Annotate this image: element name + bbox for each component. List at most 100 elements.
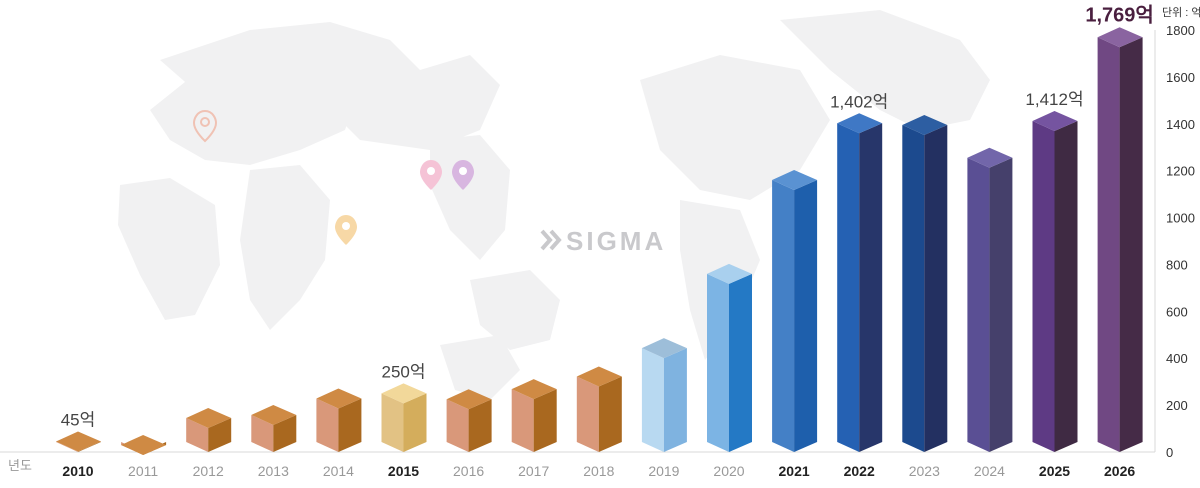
world-map-background — [118, 10, 990, 400]
bar-top-face — [251, 404, 297, 425]
bar-2025 — [1032, 110, 1078, 452]
y-tick-1600: 1600 — [1166, 70, 1195, 85]
bar-front-face — [511, 389, 534, 452]
bar-top-face — [837, 113, 883, 134]
bar-top-face — [511, 379, 557, 400]
x-tick-2024: 2024 — [974, 463, 1005, 479]
y-tick-600: 600 — [1166, 304, 1188, 319]
bar-top-face — [121, 434, 167, 455]
x-tick-2012: 2012 — [193, 463, 224, 479]
map-pin-icon — [452, 160, 474, 190]
x-tick-2017: 2017 — [518, 463, 549, 479]
bar-top-face — [1097, 27, 1143, 48]
bar-2022 — [837, 113, 883, 452]
bar-2011 — [121, 434, 167, 455]
y-tick-1000: 1000 — [1166, 211, 1195, 226]
bar-top-face — [707, 263, 752, 284]
bar-2013 — [251, 404, 297, 452]
y-tick-800: 800 — [1166, 257, 1188, 272]
bar-front-face — [902, 124, 925, 452]
bar-front-face — [576, 376, 599, 452]
bar-front-face — [707, 273, 729, 452]
x-tick-2013: 2013 — [258, 463, 289, 479]
bar-top-face — [772, 170, 818, 191]
bar-top-face — [967, 147, 1013, 168]
bar-top-face — [641, 338, 687, 359]
y-tick-0: 0 — [1166, 445, 1173, 460]
bar-2014 — [316, 388, 362, 452]
x-tick-2014: 2014 — [323, 463, 354, 479]
data-labels: 45억 250억 1,402억 1,412억 1,769억 — [61, 3, 1154, 429]
bar-front-face — [446, 399, 469, 452]
bars-group — [56, 27, 1143, 455]
bar-top-face — [1032, 110, 1078, 131]
bar-side-face — [924, 124, 948, 452]
bar-top-face — [381, 383, 427, 404]
bar-side-face — [794, 180, 818, 453]
bar-2019 — [641, 338, 687, 452]
bar-side-face — [1119, 37, 1143, 453]
bar-top-face — [446, 389, 492, 410]
bar-2012 — [186, 408, 232, 452]
bar-front-face — [316, 398, 339, 452]
bar-side-face — [663, 348, 687, 452]
x-axis-label: 년도 — [8, 458, 32, 473]
y-tick-400: 400 — [1166, 351, 1188, 366]
bar-front-face — [641, 348, 664, 452]
x-tick-2020: 2020 — [713, 463, 744, 479]
bar-side-face — [1054, 120, 1078, 452]
x-tick-2025: 2025 — [1039, 463, 1070, 479]
data-label-2010: 45억 — [61, 410, 96, 429]
bar-2024 — [967, 147, 1013, 452]
map-pin-icon — [420, 160, 442, 190]
bar-side-face — [468, 399, 492, 452]
x-tick-2011: 2011 — [128, 463, 158, 479]
x-tick-2010: 2010 — [62, 463, 93, 479]
x-tick-2019: 2019 — [648, 463, 679, 479]
data-label-2025: 1,412억 — [1025, 90, 1083, 109]
bar-2016 — [446, 389, 492, 452]
bar-top-face — [186, 408, 232, 429]
x-tick-2018: 2018 — [583, 463, 614, 479]
bar-side-face — [338, 398, 362, 452]
bar-side-face — [273, 414, 297, 452]
bar-side-face — [598, 376, 622, 452]
y-tick-1800: 1800 — [1166, 23, 1195, 38]
y-tick-labels: 0 200 400 600 800 1000 1200 1400 1600 1800 — [1166, 23, 1195, 460]
bar-top-face — [56, 431, 101, 452]
bar-side-face — [859, 123, 883, 452]
y-tick-200: 200 — [1166, 398, 1188, 413]
bar-side-face — [533, 389, 557, 452]
bar-side-face — [403, 393, 427, 452]
bar-side-face — [208, 418, 232, 452]
x-tick-2016: 2016 — [453, 463, 484, 479]
data-label-2015: 250억 — [381, 362, 425, 381]
bar-2018 — [576, 366, 622, 452]
bar-2021 — [772, 170, 818, 453]
bar-front-face — [381, 393, 404, 452]
y-tick-1400: 1400 — [1166, 117, 1195, 132]
x-tick-labels: 2010 2011 2012 2013 2014 2015 2016 2017 2018 2019… — [62, 463, 1135, 479]
bar-top-face — [576, 366, 622, 387]
brand-watermark: SIGMA — [540, 226, 666, 256]
y-tick-1200: 1200 — [1166, 164, 1195, 179]
bar-2015 — [381, 383, 427, 452]
map-pin-icon — [192, 109, 218, 143]
bar-2023 — [902, 114, 948, 452]
x-tick-2026: 2026 — [1104, 463, 1135, 479]
bar-front-face — [1032, 120, 1055, 452]
bar-side-face — [78, 441, 101, 452]
bar-top-face — [316, 388, 362, 409]
x-tick-2023: 2023 — [909, 463, 940, 479]
data-label-2026: 1,769억 — [1085, 3, 1153, 26]
data-label-2022: 1,402억 — [830, 92, 888, 111]
bar-front-face — [837, 123, 860, 452]
bar-front-face — [56, 441, 78, 452]
x-tick-2022: 2022 — [844, 463, 875, 479]
bar-2010 — [56, 431, 101, 452]
brand-logo-text: SIGMA — [566, 226, 666, 256]
bar-top-face — [902, 114, 948, 135]
chevron-icon — [540, 229, 562, 251]
